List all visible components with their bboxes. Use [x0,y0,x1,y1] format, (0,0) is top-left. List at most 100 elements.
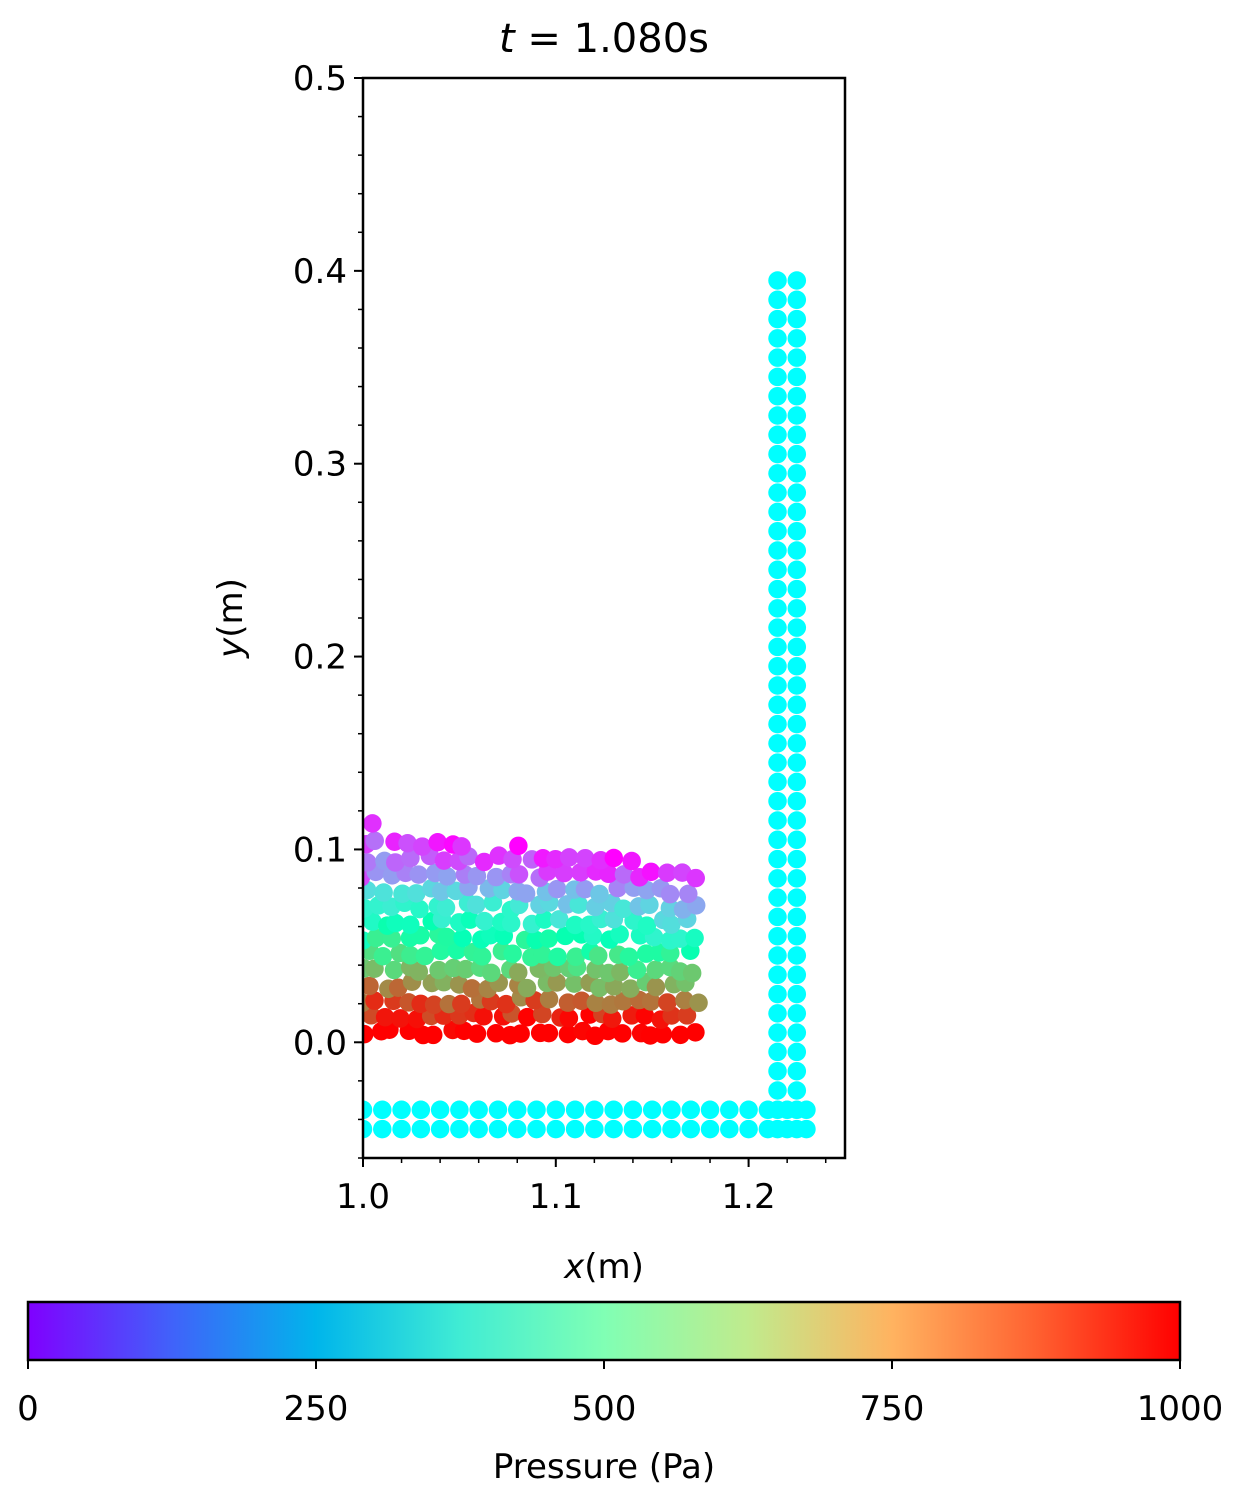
wall-particle [411,1119,431,1139]
fluid-particle [431,941,451,961]
fluid-particle [374,883,393,902]
fluid-particle [621,979,640,998]
fluid-particle [565,915,585,935]
wall-particle [450,1119,469,1139]
wall-particle [768,579,787,599]
x-axis: 1.0 1.1 1.2 [336,1158,827,1217]
fluid-particle [407,884,426,903]
wall-particle [787,579,807,599]
fluid-particle [393,884,412,904]
wall-particle [662,1100,681,1120]
fluid-particle [546,849,565,869]
fluid-particle [613,1024,632,1043]
fluid-particle [516,884,536,903]
fluid-particle [641,992,661,1011]
colorbar-tick-label: 750 [860,1389,925,1429]
fluid-particle [401,946,420,965]
wall-particle [768,1042,787,1062]
wall-particle [768,1100,787,1120]
wall-particle [450,1100,469,1120]
fluid-particle [646,977,666,997]
wall-particle [700,1119,720,1139]
x-tick-label: 1.1 [529,1177,583,1217]
wall-particle [739,1119,758,1139]
wall-particle [363,1100,373,1120]
wall-particle [787,541,807,560]
wall-particle [623,1119,643,1139]
fluid-particle [373,947,393,966]
fluid-particle [472,947,492,966]
fluid-particle [575,848,595,868]
wall-particle [604,1100,623,1120]
y-tick-label: 0.0 [293,1023,347,1063]
fluid-particle [588,946,608,965]
fluid-particle [533,1004,552,1024]
fluid-particle [685,928,704,948]
y-axis-label: y(m) [211,578,251,659]
wall-particle [787,406,807,425]
wall-particle [787,637,807,657]
wall-particle [585,1100,604,1120]
wall-particle [787,1081,807,1100]
fluid-particle [401,848,420,868]
fluid-particle [386,853,405,872]
fluid-particle [622,1006,641,1025]
wall-particle [768,791,787,811]
fluid-particle [547,973,567,992]
fluid-particle [407,1009,427,1029]
wall-particle [363,1119,373,1139]
fluid-particle [670,929,690,948]
fluid-particle [614,865,634,884]
fluid-particle [436,898,456,917]
wall-particle [787,483,807,502]
wall-particle [768,1081,787,1100]
fluid-particle [386,913,405,933]
colorbar-tick-label: 0 [17,1389,39,1429]
wall-particle [787,772,807,792]
wall-particle [787,926,807,946]
wall-particle [373,1119,392,1139]
fluid-particle [474,1007,493,1026]
fluid-particle [486,867,506,887]
fluid-particle [590,978,609,998]
wall-particle [768,714,787,734]
colorbar-ticks: 0 250 500 750 1000 [17,1360,1223,1429]
x-axis-label: x(m) [563,1247,644,1287]
fluid-particle [559,848,579,867]
fluid-particle [539,989,559,1009]
fluid-particle [622,851,641,871]
wall-particle [585,1119,604,1139]
fluid-particle [653,1025,673,1044]
fluid-particle [641,862,661,882]
fluid-particle [424,995,444,1015]
wall-particle [768,329,787,348]
wall-particle [642,1100,662,1120]
fluid-particle [375,1007,395,1027]
wall-particle [768,464,787,483]
fluid-particle [511,1024,530,1043]
wall-particle [768,290,787,310]
fluid-particle [462,979,482,998]
fluid-particle [363,1006,381,1025]
wall-particle [488,1100,508,1120]
wall-particle [768,560,787,580]
wall-particle [604,1119,623,1139]
wall-particle [787,791,807,811]
colorbar-tick-label: 500 [572,1389,637,1429]
wall-particle [787,367,807,387]
fluid-particle [456,959,475,979]
wall-particle [768,348,787,367]
wall-particle [392,1100,411,1120]
fluid-particle [518,1007,537,1027]
wall-particle [787,271,807,290]
fluid-particle [572,991,591,1011]
fluid-particle [554,863,574,883]
fluid-particle [496,994,516,1014]
fluid-particle [509,836,528,856]
fluid-particle [677,1006,697,1025]
wall-particle [787,599,807,618]
fluid-particle [539,929,558,948]
fluid-particle [438,867,457,886]
fluid-particle [640,895,659,915]
